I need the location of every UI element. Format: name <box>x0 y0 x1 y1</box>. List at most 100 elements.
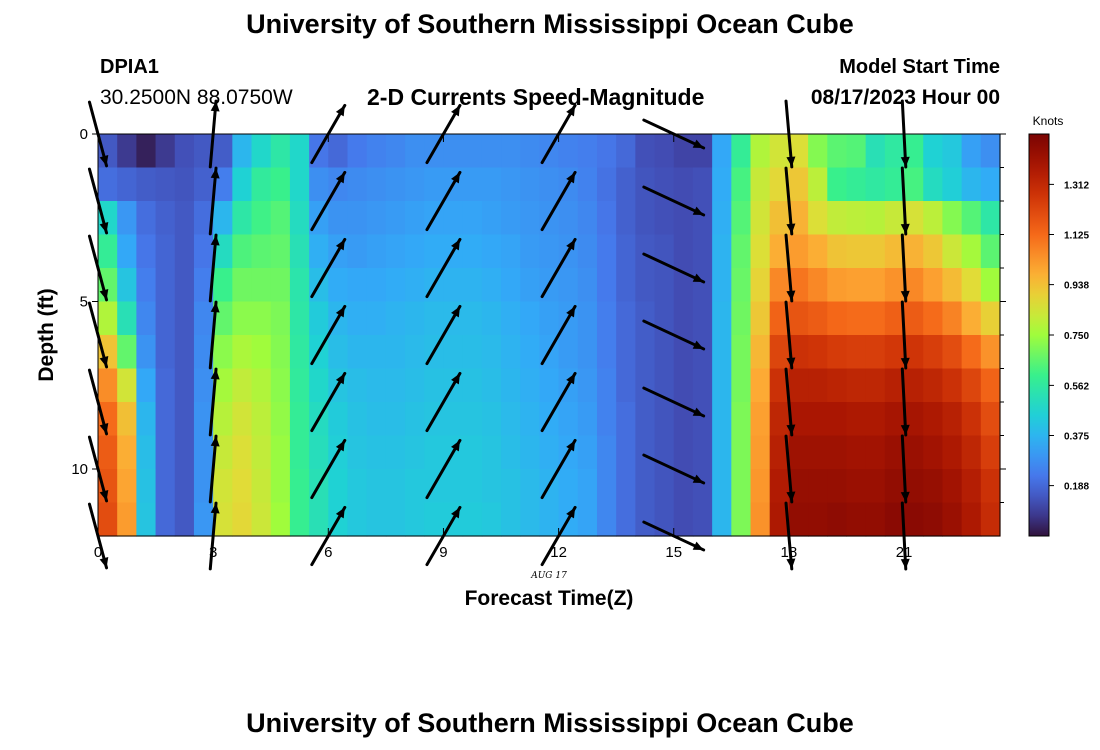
heatmap-cell <box>174 435 195 470</box>
heatmap-cell <box>731 234 752 269</box>
heatmap-cell <box>251 167 272 202</box>
heatmap-cell <box>385 134 406 169</box>
heatmap-cell <box>865 502 886 537</box>
heatmap-cell <box>174 402 195 437</box>
heatmap-cell <box>635 134 656 169</box>
heatmap-cell <box>596 335 617 370</box>
heatmap-cell <box>635 301 656 336</box>
heatmap-cell <box>846 201 867 236</box>
heatmap-cell <box>270 167 291 202</box>
current-vector-arrow <box>208 166 220 236</box>
heatmap-cell <box>692 502 713 537</box>
heatmap-cell <box>289 502 310 537</box>
heatmap-cell <box>616 368 636 403</box>
heatmap-cell <box>616 134 636 169</box>
axis-ticks: 0 3 6 9 12 15 18 21 0 5 10 <box>71 126 1006 561</box>
heatmap-cell <box>980 301 1001 336</box>
heatmap-cell <box>654 335 675 370</box>
heatmap-cell <box>712 301 732 336</box>
heatmap-cell <box>424 368 445 403</box>
heatmap-cell <box>347 469 368 504</box>
heatmap-cell <box>961 435 982 470</box>
heatmap-cell <box>232 335 253 370</box>
heatmap-cell <box>193 268 214 303</box>
current-vector-arrow <box>900 367 910 437</box>
heatmap-cell <box>692 301 713 336</box>
heatmap-cell <box>904 301 924 336</box>
heatmap-cell <box>270 502 291 537</box>
heatmap-cell <box>788 502 809 537</box>
heatmap-cell <box>539 234 560 269</box>
colorbar-tick-label: 0.750 <box>1064 331 1089 342</box>
heatmap-cell <box>750 268 771 303</box>
heatmap-cell <box>481 368 502 403</box>
heatmap-cell <box>520 134 540 169</box>
heatmap-cell <box>328 402 349 437</box>
heatmap-cell <box>424 167 445 202</box>
heatmap-cell <box>692 234 713 269</box>
heatmap-cell <box>635 435 656 470</box>
heatmap-cell <box>750 134 771 169</box>
heatmap-cell <box>769 201 790 236</box>
heatmap-cell <box>616 234 636 269</box>
heatmap-cell <box>808 368 828 403</box>
heatmap-cell <box>596 402 617 437</box>
heatmap-cell <box>942 134 963 169</box>
heatmap-cell <box>117 134 137 169</box>
heatmap-cell <box>923 335 944 370</box>
colorbar-tick-label: 1.312 <box>1064 180 1089 191</box>
heatmap-cell <box>366 201 387 236</box>
heatmap-cell <box>616 335 636 370</box>
heatmap-cell <box>501 402 521 437</box>
heatmap-cell <box>731 435 752 470</box>
heatmap-cell <box>827 402 848 437</box>
heatmap-cell <box>808 301 828 336</box>
heatmap-cell <box>980 201 1001 236</box>
heatmap-cell <box>501 502 521 537</box>
heatmap-cell <box>520 435 540 470</box>
heatmap-cell <box>980 368 1001 403</box>
heatmap-cell <box>769 167 790 202</box>
heatmap-cell <box>712 201 732 236</box>
heatmap-cell <box>616 502 636 537</box>
heatmap-cell <box>213 469 233 504</box>
heatmap-cell <box>366 402 387 437</box>
current-vector-arrow <box>310 170 347 232</box>
heatmap-cell <box>769 435 790 470</box>
heatmap-cell <box>174 167 195 202</box>
heatmap-cell <box>309 301 329 336</box>
y-axis-title: Depth (ft) <box>35 288 58 381</box>
heatmap-cell <box>577 234 598 269</box>
heatmap-cell <box>596 301 617 336</box>
heatmap-cell <box>117 234 137 269</box>
station-id: DPIA1 <box>100 56 159 78</box>
heatmap-cell <box>904 234 924 269</box>
heatmap-cell <box>462 268 483 303</box>
heatmap-cell <box>616 201 636 236</box>
heatmap-cell <box>347 201 368 236</box>
page-title: University of Southern Mississippi Ocean… <box>246 9 854 39</box>
heatmap-cell <box>750 469 771 504</box>
heatmap-cell <box>884 268 905 303</box>
heatmap-cell <box>98 234 118 269</box>
heatmap-cell <box>712 268 732 303</box>
heatmap-cell <box>251 502 272 537</box>
heatmap-cell <box>904 435 924 470</box>
heatmap-cell <box>251 368 272 403</box>
heatmap-cell <box>942 301 963 336</box>
heatmap-cell <box>539 502 560 537</box>
heatmap-cell <box>673 368 694 403</box>
heatmap-cell <box>961 502 982 537</box>
heatmap-cell <box>347 268 368 303</box>
heatmap-cell <box>635 469 656 504</box>
heatmap-cell <box>616 167 636 202</box>
heatmap-cell <box>366 469 387 504</box>
heatmap-cell <box>980 469 1001 504</box>
heatmap-cell <box>366 234 387 269</box>
current-vector-arrow <box>642 386 706 418</box>
heatmap-cell <box>942 167 963 202</box>
heatmap-cell <box>174 234 195 269</box>
heatmap-cell <box>577 469 598 504</box>
heatmap-cell <box>942 402 963 437</box>
heatmap-cell <box>155 167 176 202</box>
